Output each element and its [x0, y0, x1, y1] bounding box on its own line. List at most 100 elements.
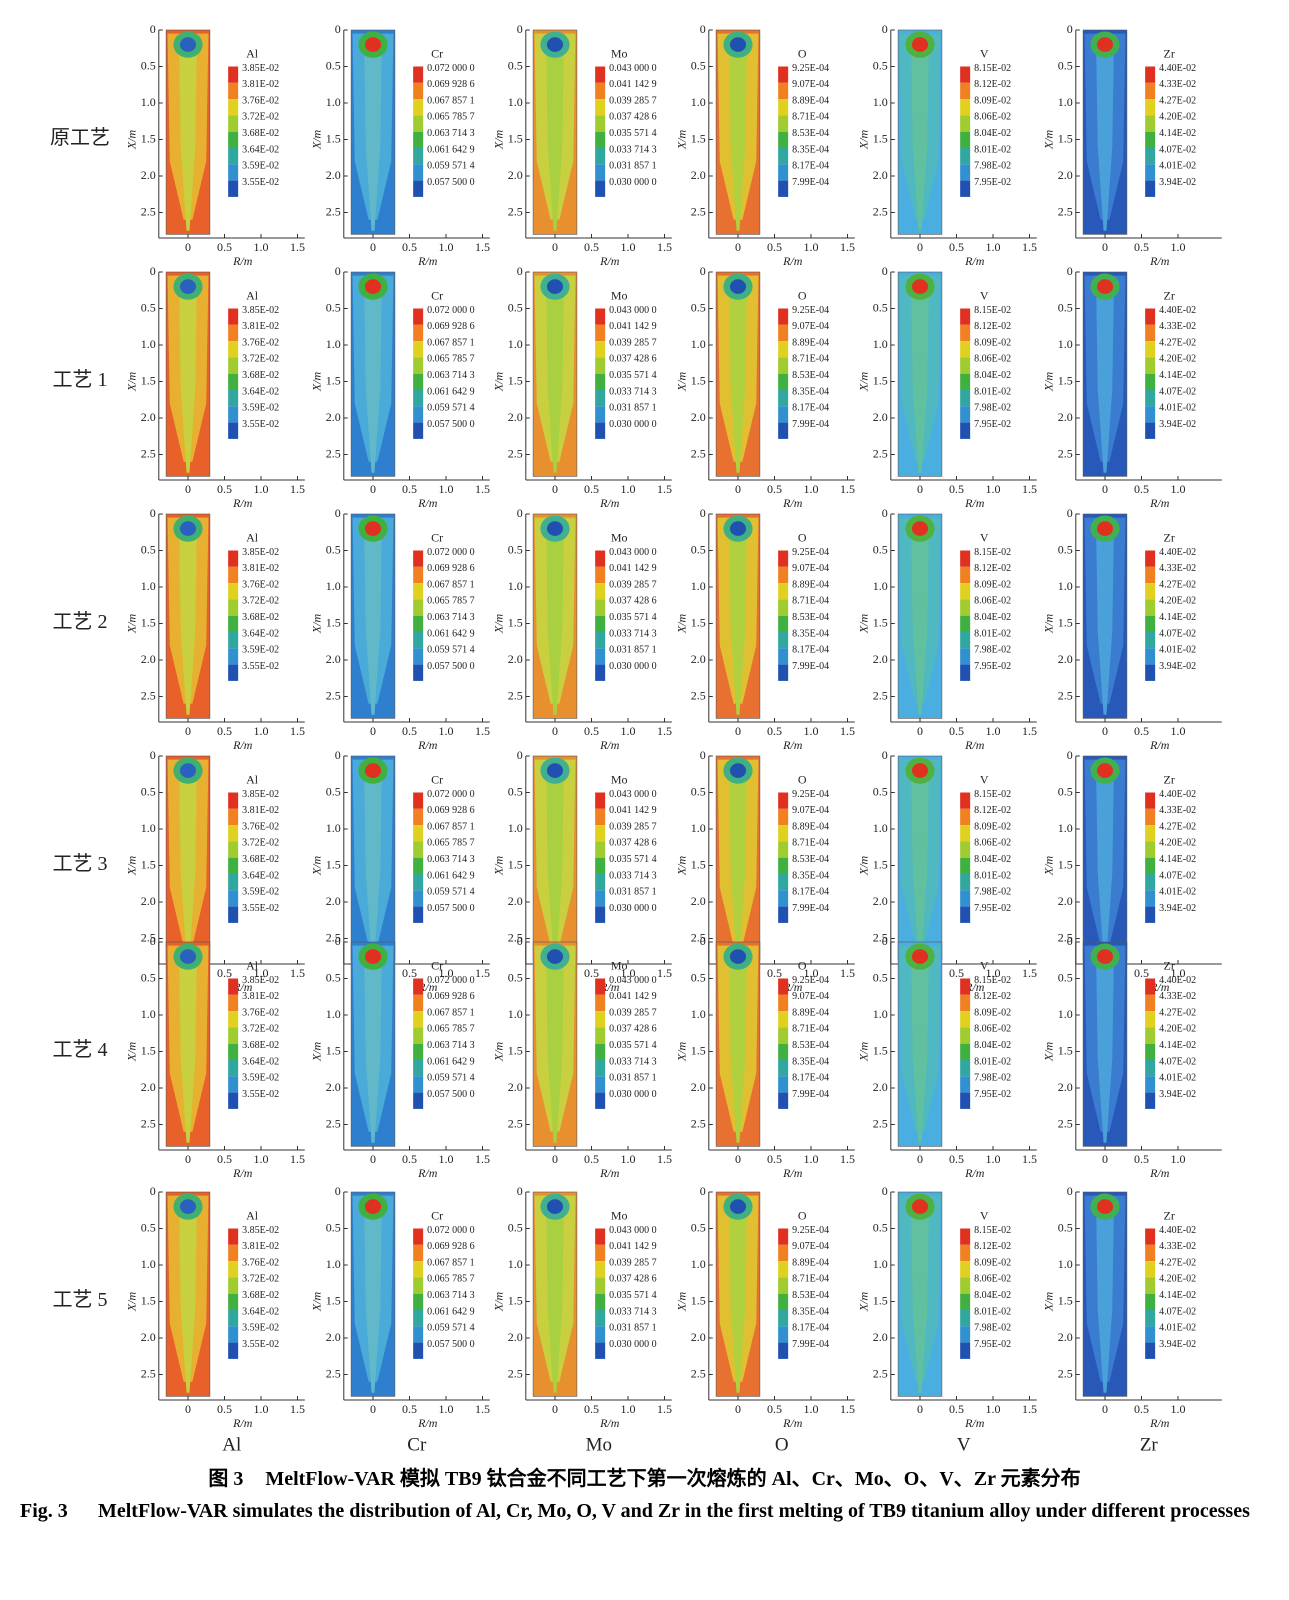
legend-label: 3.64E-02 — [242, 628, 279, 639]
x-tick-label: 1.0 — [439, 724, 454, 738]
legend-swatch — [960, 1310, 971, 1327]
y-tick-label: 1.5 — [141, 1293, 156, 1307]
x-tick-label: 0 — [917, 1152, 923, 1166]
legend-swatch — [1145, 1043, 1156, 1060]
legend-swatch — [595, 664, 606, 681]
melt-pool — [179, 37, 197, 52]
x-tick-label: 1.5 — [290, 966, 305, 980]
y-tick-label: 2.5 — [873, 930, 888, 944]
legend-swatch — [778, 1027, 789, 1044]
legend-title: Cr — [431, 772, 443, 786]
y-tick-label: 1.5 — [141, 373, 156, 387]
y-axis-label: X/m — [857, 614, 871, 635]
legend-label: 0.043 000 0 — [609, 305, 657, 316]
x-tick-label: 0 — [1102, 1402, 1108, 1416]
legend-label: 8.17E-04 — [792, 645, 829, 656]
x-tick-label: 1.5 — [475, 724, 490, 738]
x-tick-label: 0.5 — [949, 724, 964, 738]
contour-core — [546, 535, 564, 715]
x-axis-label: R/m — [782, 738, 803, 752]
y-tick-label: 1.0 — [508, 821, 523, 835]
y-tick-label: 1.0 — [873, 579, 888, 593]
legend-swatch — [595, 148, 606, 165]
y-tick-label: 1.5 — [691, 1043, 706, 1057]
legend-label: 3.94E-02 — [1159, 177, 1196, 188]
x-tick-label: 1.0 — [804, 240, 819, 254]
y-tick-label: 0.5 — [1058, 58, 1073, 72]
melt-pool — [179, 949, 197, 964]
legend-title: Mo — [611, 46, 628, 60]
legend-swatch — [778, 1310, 789, 1327]
contour-core — [729, 963, 747, 1143]
legend-label: 0.057 500 0 — [427, 419, 475, 430]
x-axis-label: R/m — [599, 1416, 620, 1430]
legend-label: 9.07E-04 — [792, 321, 829, 332]
x-tick-label: 0 — [735, 482, 741, 496]
melt-pool — [1096, 949, 1114, 964]
legend-swatch — [960, 599, 971, 616]
y-tick-label: 0.5 — [873, 1220, 888, 1234]
legend-swatch — [595, 841, 606, 858]
legend-swatch — [1145, 406, 1156, 423]
legend-swatch — [413, 890, 424, 907]
legend-swatch — [778, 66, 789, 83]
legend-swatch — [595, 994, 606, 1012]
legend-label: 0.069 928 6 — [427, 991, 475, 1002]
y-tick-label: 2.5 — [873, 1116, 888, 1130]
legend-label: 7.95E-02 — [974, 661, 1011, 672]
y-tick-label: 0.5 — [141, 784, 156, 798]
contour-core — [546, 51, 564, 231]
y-tick-label: 1.5 — [873, 857, 888, 871]
x-tick-label: 1.0 — [1171, 1402, 1186, 1416]
legend-label: 0.035 571 4 — [609, 1040, 657, 1051]
legend-label: 3.72E-02 — [242, 1274, 279, 1285]
legend-label: 0.063 714 3 — [427, 854, 475, 865]
y-tick-label: 2.0 — [873, 1330, 888, 1344]
legend-label: 7.99E-04 — [792, 1089, 829, 1100]
x-tick-label: 0 — [917, 724, 923, 738]
legend-swatch — [778, 906, 789, 923]
y-tick-label: 2.5 — [873, 204, 888, 218]
x-axis-label: R/m — [417, 1416, 438, 1430]
panel: 0 0.5 1.0 1.5 2.0 2.5 0 0.5 1.0 1.5 R/m X/m Mo 0.043 … — [492, 934, 672, 1180]
legend-swatch — [595, 583, 606, 600]
x-axis-label: R/m — [1149, 738, 1170, 752]
x-axis-label: R/m — [417, 738, 438, 752]
legend-swatch — [228, 1261, 239, 1278]
legend-label: 7.99E-04 — [792, 661, 829, 672]
legend-label: 0.043 000 0 — [609, 1225, 657, 1236]
legend-label: 0.063 714 3 — [427, 370, 475, 381]
legend-label: 0.037 428 6 — [609, 838, 657, 849]
legend-label: 3.68E-02 — [242, 370, 279, 381]
y-axis-label: X/m — [857, 1292, 871, 1313]
x-tick-label: 1.0 — [254, 240, 269, 254]
legend-label: 0.039 285 7 — [609, 337, 657, 348]
legend-label: 0.030 000 0 — [609, 1089, 657, 1100]
legend-label: 3.81E-02 — [242, 79, 279, 90]
x-tick-label: 1.5 — [1022, 724, 1037, 738]
legend-swatch — [960, 874, 971, 891]
legend-title: V — [980, 530, 989, 544]
x-tick-label: 1.5 — [290, 1152, 305, 1166]
legend-swatch — [228, 994, 239, 1012]
legend-title: Zr — [1163, 772, 1174, 786]
legend-label: 8.15E-02 — [974, 63, 1011, 74]
y-tick-label: 0.5 — [873, 58, 888, 72]
melt-pool — [1096, 37, 1114, 52]
y-axis-label: X/m — [1042, 1042, 1056, 1063]
legend-label: 3.94E-02 — [1159, 1339, 1196, 1350]
legend-label: 0.033 714 3 — [609, 870, 657, 881]
legend-swatch — [960, 1011, 971, 1028]
legend-swatch — [413, 1342, 424, 1359]
legend-swatch — [595, 792, 606, 809]
legend-swatch — [1145, 1011, 1156, 1028]
y-tick-label: 0 — [517, 1184, 523, 1198]
legend-label: 3.81E-02 — [242, 563, 279, 574]
legend-label: 8.09E-02 — [974, 1007, 1011, 1018]
legend-swatch — [960, 148, 971, 165]
legend-label: 4.20E-02 — [1159, 1274, 1196, 1285]
x-tick-label: 0 — [185, 482, 191, 496]
legend-swatch — [228, 1244, 239, 1262]
y-tick-label: 0 — [1067, 1184, 1073, 1198]
